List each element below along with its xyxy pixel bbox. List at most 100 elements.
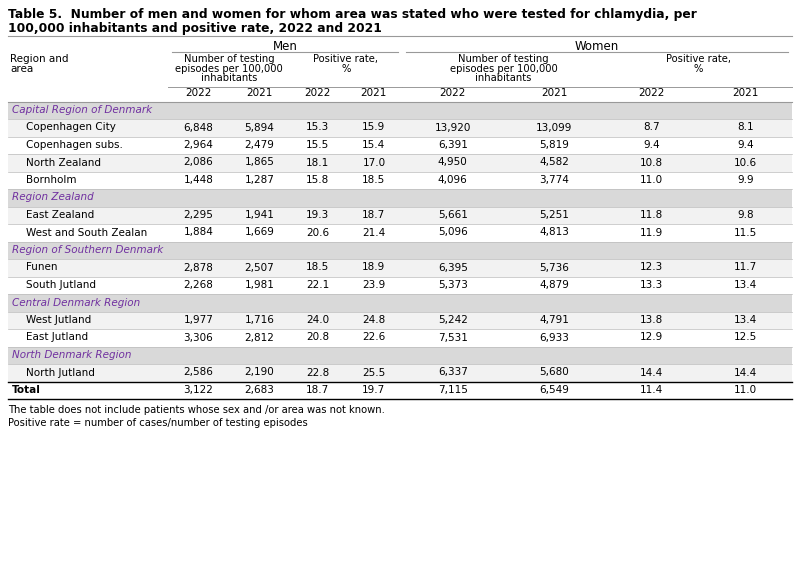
Bar xyxy=(8,241,792,259)
Text: 10.8: 10.8 xyxy=(640,158,663,168)
Bar xyxy=(8,189,792,206)
Text: 2,086: 2,086 xyxy=(183,158,214,168)
Text: 2021: 2021 xyxy=(732,89,758,99)
Text: 13,920: 13,920 xyxy=(434,122,471,132)
Bar xyxy=(8,224,792,241)
Text: 1,865: 1,865 xyxy=(244,158,274,168)
Text: area: area xyxy=(10,63,34,74)
Text: 7,531: 7,531 xyxy=(438,332,468,343)
Text: 6,395: 6,395 xyxy=(438,263,468,273)
Text: 2,295: 2,295 xyxy=(183,210,214,220)
Text: West and South Zealan: West and South Zealan xyxy=(26,227,147,237)
Text: North Zealand: North Zealand xyxy=(26,158,101,168)
Text: %: % xyxy=(341,63,350,74)
Text: Copenhagen City: Copenhagen City xyxy=(26,122,116,132)
Bar xyxy=(8,154,792,172)
Text: 18.5: 18.5 xyxy=(362,175,386,185)
Text: Region Zealand: Region Zealand xyxy=(12,193,94,202)
Text: 15.3: 15.3 xyxy=(306,122,330,132)
Text: Positive rate,: Positive rate, xyxy=(666,54,731,64)
Text: 2022: 2022 xyxy=(439,89,466,99)
Text: Bornholm: Bornholm xyxy=(26,175,77,185)
Text: 18.9: 18.9 xyxy=(362,263,386,273)
Text: 11.0: 11.0 xyxy=(640,175,663,185)
Text: 1,884: 1,884 xyxy=(183,227,214,237)
Text: 2,586: 2,586 xyxy=(183,368,214,378)
Text: 7,115: 7,115 xyxy=(438,385,468,395)
Text: 14.4: 14.4 xyxy=(640,368,663,378)
Text: North Denmark Region: North Denmark Region xyxy=(12,350,131,360)
Text: Number of testing: Number of testing xyxy=(458,54,549,64)
Text: North Jutland: North Jutland xyxy=(26,368,95,378)
Text: 22.6: 22.6 xyxy=(362,332,386,343)
Text: 17.0: 17.0 xyxy=(362,158,386,168)
Text: 15.9: 15.9 xyxy=(362,122,386,132)
Text: 100,000 inhabitants and positive rate, 2022 and 2021: 100,000 inhabitants and positive rate, 2… xyxy=(8,22,382,35)
Text: Positive rate,: Positive rate, xyxy=(314,54,378,64)
Bar xyxy=(8,102,792,119)
Text: 20.8: 20.8 xyxy=(306,332,330,343)
Text: 15.5: 15.5 xyxy=(306,140,330,150)
Text: 6,933: 6,933 xyxy=(539,332,569,343)
Text: 1,977: 1,977 xyxy=(183,315,214,325)
Bar xyxy=(8,277,792,294)
Text: 2021: 2021 xyxy=(361,89,387,99)
Text: 11.8: 11.8 xyxy=(640,210,663,220)
Text: Women: Women xyxy=(575,40,619,53)
Text: 25.5: 25.5 xyxy=(362,368,386,378)
Text: 2,812: 2,812 xyxy=(244,332,274,343)
Text: 9.4: 9.4 xyxy=(737,140,754,150)
Text: 5,373: 5,373 xyxy=(438,280,468,290)
Text: 11.7: 11.7 xyxy=(734,263,757,273)
Text: 22.8: 22.8 xyxy=(306,368,330,378)
Text: 13.4: 13.4 xyxy=(734,280,757,290)
Text: 8.7: 8.7 xyxy=(643,122,660,132)
Text: East Zealand: East Zealand xyxy=(26,210,94,220)
Text: 2021: 2021 xyxy=(541,89,567,99)
Text: 11.5: 11.5 xyxy=(734,227,757,237)
Text: 18.7: 18.7 xyxy=(306,385,330,395)
Text: 6,391: 6,391 xyxy=(438,140,468,150)
Text: Region of Southern Denmark: Region of Southern Denmark xyxy=(12,245,163,255)
Bar xyxy=(8,329,792,346)
Text: 4,582: 4,582 xyxy=(539,158,569,168)
Bar xyxy=(8,119,792,136)
Bar xyxy=(8,311,792,329)
Bar xyxy=(8,382,792,399)
Text: 13.3: 13.3 xyxy=(640,280,663,290)
Text: 3,774: 3,774 xyxy=(539,175,569,185)
Text: South Jutland: South Jutland xyxy=(26,280,96,290)
Text: 9.8: 9.8 xyxy=(737,210,754,220)
Text: 12.3: 12.3 xyxy=(640,263,663,273)
Text: 3,306: 3,306 xyxy=(183,332,214,343)
Text: 3,122: 3,122 xyxy=(183,385,214,395)
Text: 11.4: 11.4 xyxy=(640,385,663,395)
Text: 9.9: 9.9 xyxy=(737,175,754,185)
Text: 11.0: 11.0 xyxy=(734,385,757,395)
Text: Positive rate = number of cases/number of testing episodes: Positive rate = number of cases/number o… xyxy=(8,418,308,428)
Text: 13,099: 13,099 xyxy=(536,122,572,132)
Text: 22.1: 22.1 xyxy=(306,280,330,290)
Text: 20.6: 20.6 xyxy=(306,227,330,237)
Text: 1,287: 1,287 xyxy=(244,175,274,185)
Text: Men: Men xyxy=(273,40,298,53)
Text: 5,251: 5,251 xyxy=(539,210,569,220)
Text: 18.1: 18.1 xyxy=(306,158,330,168)
Text: 5,736: 5,736 xyxy=(539,263,569,273)
Text: Capital Region of Denmark: Capital Region of Denmark xyxy=(12,105,152,115)
Text: 1,981: 1,981 xyxy=(244,280,274,290)
Text: 1,669: 1,669 xyxy=(244,227,274,237)
Text: 4,791: 4,791 xyxy=(539,315,569,325)
Text: 15.8: 15.8 xyxy=(306,175,330,185)
Text: 18.7: 18.7 xyxy=(362,210,386,220)
Text: 6,549: 6,549 xyxy=(539,385,569,395)
Text: 24.8: 24.8 xyxy=(362,315,386,325)
Text: 11.9: 11.9 xyxy=(640,227,663,237)
Text: 21.4: 21.4 xyxy=(362,227,386,237)
Bar xyxy=(8,259,792,277)
Text: 10.6: 10.6 xyxy=(734,158,757,168)
Text: 1,941: 1,941 xyxy=(244,210,274,220)
Text: 2,268: 2,268 xyxy=(183,280,214,290)
Text: West Jutland: West Jutland xyxy=(26,315,91,325)
Text: Table 5.  Number of men and women for whom area was stated who were tested for c: Table 5. Number of men and women for who… xyxy=(8,8,697,21)
